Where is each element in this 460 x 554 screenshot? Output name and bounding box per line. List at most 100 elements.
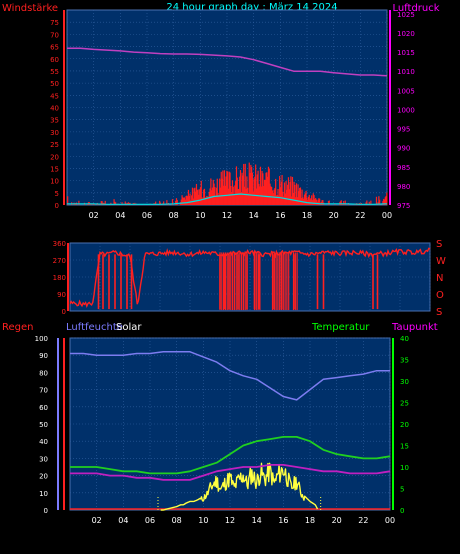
wind-x-tick-label: 02 [89,211,99,220]
humidity-x-tick-label: 18 [305,516,315,525]
compass-label: W [436,256,446,267]
direction-y-tick-label: 180 [53,274,66,282]
wind-y-tick-label: 15 [50,165,59,173]
wind-y-tick-label: 20 [50,153,59,161]
humidity-y-tick-label: 40 [39,438,48,446]
humidity-y-tick-label: 60 [39,404,48,412]
wind-y-tick-label: 30 [50,129,59,137]
humidity-y-tick-label: 10 [39,490,48,498]
wind-y-tick-label: 0 [55,202,59,210]
direction-y-tick-label: 90 [57,291,66,299]
wind-y-tick-label: 35 [50,117,59,125]
humidity-x-tick-label: 22 [358,516,368,525]
wind-x-tick-label: 18 [302,211,312,220]
wind-y-tick-label: 40 [50,105,59,113]
wind-y-tick-label: 60 [50,56,59,64]
rain-axis-label: Regen [2,322,34,333]
solar-line [160,462,319,511]
compass-label: O [436,290,444,301]
wind-y-tick-label: 75 [50,19,59,27]
humidity-x-tick-label: 08 [172,516,182,525]
pressure-y-tick-label: 995 [397,126,410,134]
temperature-y-tick-label: 0 [400,507,404,515]
humidity-y-tick-label: 0 [44,507,48,515]
temperature-axis-label: Temperatur [311,322,370,333]
humidity-y-tick-label: 20 [39,473,48,481]
humidity-y-tick-label: 50 [39,421,48,429]
direction-line [69,247,431,309]
wind-x-tick-label: 04 [115,211,125,220]
pressure-y-tick-label: 990 [397,145,410,153]
humidity-y-tick-label: 100 [35,335,48,343]
humidity-axis-label: Luftfeuchte [66,322,123,333]
compass-label: N [436,273,443,284]
temperature-y-tick-label: 30 [400,378,409,386]
wind-x-tick-label: 00 [382,211,392,220]
wind-x-tick-label: 16 [275,211,285,220]
temperature-y-tick-label: 35 [400,357,409,365]
dewpoint-line [70,463,391,481]
direction-y-tick-label: 360 [53,240,66,248]
humidity-y-tick-label: 80 [39,369,48,377]
pressure-line [67,47,388,77]
pressure-y-tick-label: 1015 [397,49,415,57]
wind-x-tick-label: 14 [249,211,259,220]
temperature-y-tick-label: 5 [400,486,404,494]
graph-title: 24 hour graph day : März 14 2024 [166,2,337,13]
temperature-line [70,435,391,475]
pressure-y-tick-label: 1025 [397,11,415,19]
humidity-x-tick-label: 10 [198,516,208,525]
pressure-y-tick-label: 980 [397,183,410,191]
pressure-y-tick-label: 985 [397,164,410,172]
wind-x-tick-label: 12 [222,211,232,220]
pressure-y-tick-label: 1020 [397,30,415,38]
compass-label: S [436,239,442,250]
temperature-y-tick-label: 10 [400,464,409,472]
humidity-temperature-panel: 0102030405060708090100051015202530354002… [35,335,409,525]
humidity-x-tick-label: 02 [92,516,102,525]
wind-x-tick-label: 06 [142,211,152,220]
temperature-y-tick-label: 20 [400,421,409,429]
wind-x-tick-label: 22 [355,211,365,220]
pressure-axis-label: Luftdruck [392,3,439,14]
solar-axis-label: Solar [116,322,142,333]
temperature-y-tick-label: 40 [400,335,409,343]
wind-average-line [67,193,388,205]
temperature-y-tick-label: 25 [400,400,409,408]
pressure-y-tick-label: 975 [397,202,410,210]
humidity-y-tick-label: 90 [39,352,48,360]
wind-pressure-panel: 0510152025303540455055606570759759809859… [50,9,415,220]
humidity-x-tick-label: 00 [385,516,395,525]
pressure-y-tick-label: 1000 [397,106,415,114]
wind-y-tick-label: 25 [50,141,59,149]
direction-y-tick-label: 0 [62,308,66,316]
temperature-y-tick-label: 15 [400,443,409,451]
pressure-y-tick-label: 1005 [397,87,415,95]
humidity-x-tick-label: 04 [118,516,128,525]
wind-y-tick-label: 70 [50,31,59,39]
wind-y-tick-label: 65 [50,44,59,52]
wind-y-tick-label: 5 [55,190,59,198]
humidity-line [70,351,390,401]
wind-y-tick-label: 45 [50,92,59,100]
humidity-y-tick-label: 30 [39,455,48,463]
pressure-y-tick-label: 1010 [397,68,415,76]
wind-y-tick-label: 10 [50,178,59,186]
wind-y-tick-label: 50 [50,80,59,88]
compass-label: S [436,307,442,318]
wind-axis-label: Windstärke [2,3,58,14]
humidity-x-tick-label: 14 [252,516,262,525]
wind-x-tick-label: 20 [329,211,339,220]
humidity-y-tick-label: 70 [39,387,48,395]
humidity-x-tick-label: 06 [145,516,155,525]
humidity-x-tick-label: 16 [278,516,288,525]
direction-y-tick-label: 270 [53,257,66,265]
wind-y-tick-label: 55 [50,68,59,76]
humidity-x-tick-label: 12 [225,516,235,525]
wind-x-tick-label: 10 [195,211,205,220]
humidity-x-tick-label: 20 [332,516,342,525]
dewpoint-axis-label: Taupunkt [391,322,438,333]
wind-x-tick-label: 08 [169,211,179,220]
